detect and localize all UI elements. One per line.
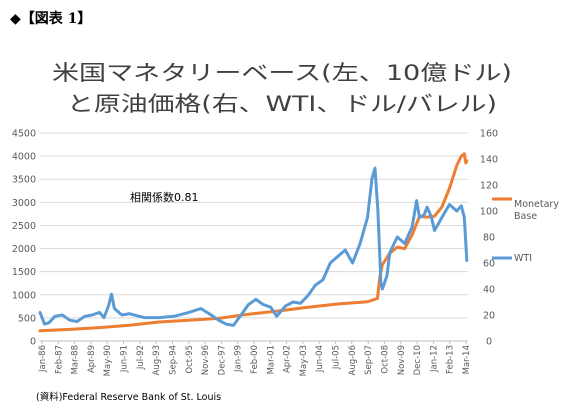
x-tick-label: Oct-08 xyxy=(380,345,390,374)
left-tick-label: 0 xyxy=(30,337,36,348)
x-tick-label: Apr-02 xyxy=(283,345,293,373)
left-y-axis: 0 500 1000 1500 2000 2500 3000 3500 4000 4500 xyxy=(12,129,36,348)
x-tick-label: Mar-01 xyxy=(266,345,276,374)
x-tick-label: Feb-87 xyxy=(54,345,64,374)
x-tick-label: Mar-88 xyxy=(71,345,81,374)
monetary-base-line xyxy=(38,152,469,333)
left-tick-label: 500 xyxy=(18,313,36,324)
x-tick-label: Jan-12 xyxy=(429,345,439,373)
x-tick-label: May-90 xyxy=(103,345,113,376)
x-tick-label: Apr-89 xyxy=(87,345,97,373)
left-tick-label: 1500 xyxy=(12,267,36,278)
right-tick-label: 120 xyxy=(480,181,498,192)
gridlines xyxy=(40,132,468,342)
chart-title-line-2: と原油価格(右、WTI、ドル/バレル) xyxy=(67,92,497,116)
left-tick-label: 2500 xyxy=(12,221,36,232)
legend-label-monetary-base-line1: Monetary xyxy=(514,199,559,210)
right-tick-label: 40 xyxy=(483,285,495,296)
x-tick-label: Jul-92 xyxy=(136,345,146,370)
legend-label-wti: WTI xyxy=(514,253,532,264)
x-tick-label: Dec-10 xyxy=(413,345,423,375)
right-y-axis: 0 20 40 60 80 100 120 140 160 xyxy=(480,129,498,348)
x-tick-label: Jun-04 xyxy=(315,345,325,373)
x-tick-label: Mar-14 xyxy=(462,345,472,374)
right-tick-label: 100 xyxy=(480,207,498,218)
x-tick-label: May-03 xyxy=(299,345,309,376)
x-tick-label: Oct-95 xyxy=(185,345,195,374)
x-tick-label: Aug-06 xyxy=(348,345,358,375)
legend-label-monetary-base-line2: Base xyxy=(514,211,537,222)
left-tick-label: 2000 xyxy=(12,244,36,255)
x-tick-label: Jun-91 xyxy=(120,345,130,373)
left-tick-label: 4500 xyxy=(12,129,36,140)
x-tick-label: Jan-86 xyxy=(38,345,48,373)
right-tick-label: 20 xyxy=(483,311,495,322)
x-tick-label: Feb-13 xyxy=(446,345,456,374)
left-tick-label: 3000 xyxy=(12,198,36,209)
left-tick-label: 4000 xyxy=(12,152,36,163)
wti-line xyxy=(38,166,469,327)
chart-title-line-1: 米国マネタリーベース(左、10億ドル) xyxy=(52,61,512,85)
left-tick-label: 1000 xyxy=(12,290,36,301)
x-tick-label: Nov-96 xyxy=(201,345,211,375)
correlation-annotation: 相関係数0.81 xyxy=(130,191,199,204)
x-tick-label: Sep-07 xyxy=(364,345,374,375)
x-tick-label: Feb-00 xyxy=(250,345,260,374)
right-tick-label: 0 xyxy=(486,337,492,348)
left-tick-label: 3500 xyxy=(12,175,36,186)
right-tick-label: 160 xyxy=(480,129,498,140)
source-note: (資料)Federal Reserve Bank of St. Louis xyxy=(36,392,222,403)
x-tick-label: Sep-94 xyxy=(168,345,178,375)
x-tick-label: Jul-05 xyxy=(332,345,342,370)
x-tick-label: Dec-97 xyxy=(217,345,227,375)
right-tick-label: 140 xyxy=(480,155,498,166)
series-lines xyxy=(38,152,469,333)
right-tick-label: 80 xyxy=(483,233,495,244)
x-axis: Jan-86 Feb-87 Mar-88 Apr-89 May-90 Jun-91 Jul-… xyxy=(38,340,472,376)
x-tick-label: Jan-99 xyxy=(234,345,244,373)
right-tick-label: 60 xyxy=(483,259,495,270)
figure-header: ◆【図表 1】 xyxy=(10,11,92,27)
x-tick-label: Nov-09 xyxy=(397,345,407,375)
x-tick-label: Aug-93 xyxy=(152,345,162,375)
